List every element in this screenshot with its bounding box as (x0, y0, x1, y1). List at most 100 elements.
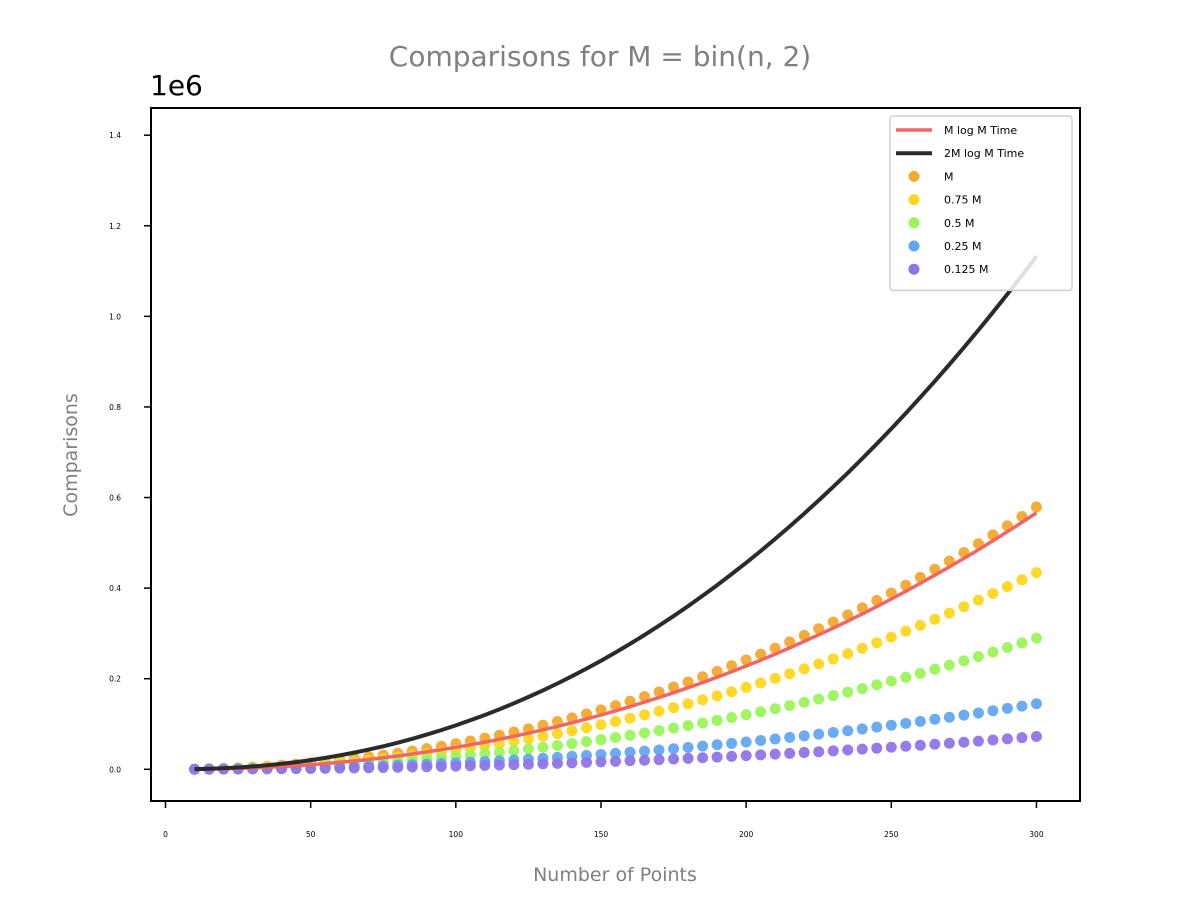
data-point (958, 709, 970, 721)
data-point (450, 760, 462, 772)
data-point (1030, 501, 1042, 513)
data-point (987, 588, 999, 600)
data-point (943, 711, 955, 723)
data-point (987, 734, 999, 746)
data-point (784, 668, 796, 680)
series-0-125-m (189, 731, 1042, 775)
data-point (377, 762, 389, 774)
legend-label: M (944, 170, 954, 183)
data-point (856, 723, 868, 735)
data-point (885, 719, 897, 731)
x-tick-label: 250 (884, 830, 899, 839)
y-axis-ticks: 0.0 0.2 0.4 0.6 0.8 1.0 1.2 1.4 (109, 131, 151, 774)
data-point (798, 663, 810, 675)
data-point (668, 743, 680, 755)
data-point (856, 642, 868, 654)
data-point (668, 722, 680, 734)
data-point (842, 609, 854, 621)
data-point (958, 655, 970, 667)
data-point (798, 629, 810, 641)
data-point (943, 737, 955, 749)
data-point (653, 744, 665, 756)
data-point (697, 694, 709, 706)
data-point (784, 636, 796, 648)
data-point (726, 737, 738, 749)
data-point (842, 725, 854, 737)
data-point (1016, 732, 1028, 744)
data-point (1016, 637, 1028, 649)
data-point (537, 758, 549, 770)
data-point (1030, 731, 1042, 743)
data-point (580, 736, 592, 748)
data-point (653, 686, 665, 698)
data-point (784, 700, 796, 712)
data-point (929, 738, 941, 750)
data-point (580, 756, 592, 768)
y-tick-label: 1.4 (109, 131, 121, 140)
legend-dot-swatch (908, 217, 920, 229)
series-line (194, 511, 1038, 771)
data-point (900, 717, 912, 729)
data-point (726, 750, 738, 762)
data-point (958, 601, 970, 613)
data-point (697, 740, 709, 752)
data-point (682, 752, 694, 764)
data-point (668, 681, 680, 693)
data-point (827, 726, 839, 738)
data-point (522, 743, 534, 755)
data-point (987, 705, 999, 717)
data-point (972, 707, 984, 719)
data-point (914, 619, 926, 631)
y-tick-label: 0.6 (109, 494, 121, 503)
data-point (1030, 632, 1042, 644)
data-point (624, 729, 636, 741)
y-tick-label: 0.8 (109, 403, 121, 412)
data-point (639, 754, 651, 766)
data-point (958, 736, 970, 748)
data-point (798, 730, 810, 742)
data-point (914, 667, 926, 679)
data-point (363, 762, 375, 774)
legend-label: 2M log M Time (944, 147, 1024, 160)
data-point (639, 727, 651, 739)
data-point (464, 760, 476, 772)
data-point (943, 659, 955, 671)
data-point (972, 594, 984, 606)
legend-label: M log M Time (944, 124, 1017, 137)
data-point (755, 706, 767, 718)
legend-dot-swatch (908, 194, 920, 206)
y-axis-label: Comparisons (60, 393, 82, 517)
data-point (1016, 574, 1028, 586)
data-point (871, 721, 883, 733)
data-point (566, 757, 578, 769)
data-point (813, 623, 825, 635)
data-point (914, 739, 926, 751)
data-point (929, 663, 941, 675)
data-point (1001, 581, 1013, 593)
data-point (900, 740, 912, 752)
legend-dot-swatch (908, 263, 920, 275)
data-point (813, 658, 825, 670)
x-axis-label: Number of Points (533, 864, 697, 886)
data-point (508, 759, 520, 771)
data-point (595, 719, 607, 731)
data-point (726, 712, 738, 724)
data-point (624, 755, 636, 767)
data-point (639, 745, 651, 757)
plot-area (189, 255, 1042, 775)
data-point (943, 607, 955, 619)
data-point (697, 717, 709, 729)
legend-label: 0.125 M (944, 263, 988, 276)
line-layer (194, 255, 1039, 772)
x-tick-label: 50 (306, 830, 316, 839)
data-point (900, 671, 912, 683)
legend-dot-swatch (908, 240, 920, 252)
y-tick-label: 1.2 (109, 222, 121, 231)
data-point (1030, 698, 1042, 710)
data-point (653, 725, 665, 737)
x-axis-ticks: 0 50 100 150 200 250 300 (163, 801, 1044, 839)
data-point (624, 746, 636, 758)
data-point (726, 686, 738, 698)
data-point (798, 747, 810, 759)
x-tick-label: 300 (1029, 830, 1044, 839)
